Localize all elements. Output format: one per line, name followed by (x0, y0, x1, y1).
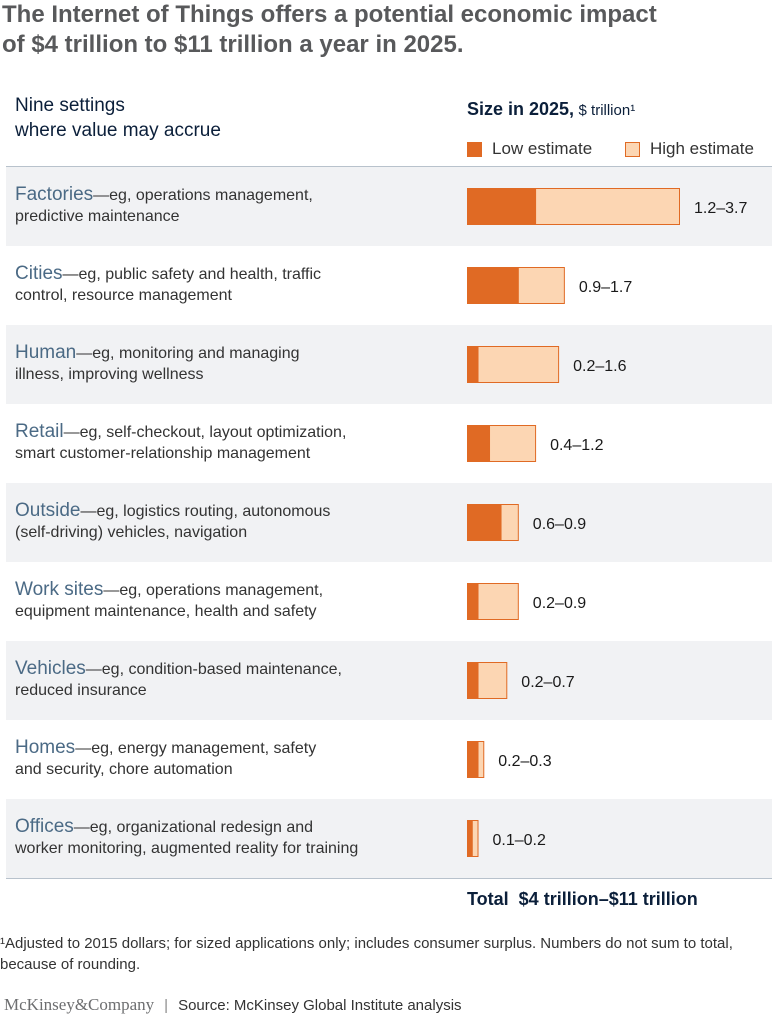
bar-value-label: 0.2–0.9 (533, 595, 586, 612)
setting-row: Work sites—eg, operations management, equ… (6, 562, 772, 641)
setting-description: Cities—eg, public safety and health, tra… (15, 263, 321, 306)
setting-row: Cities—eg, public safety and health, tra… (6, 246, 772, 325)
chart-title: The Internet of Things offers a potentia… (2, 0, 772, 60)
footnote: ¹Adjusted to 2015 dollars; for sized app… (0, 935, 733, 973)
size-header-unit: $ trillion¹ (578, 102, 636, 119)
bar-value-label: 0.2–0.3 (498, 753, 551, 770)
legend-label-high: High estimate (650, 139, 754, 158)
setting-name: Cities (15, 263, 63, 284)
setting-examples-line-1: —eg, energy management, safety (75, 740, 317, 757)
setting-examples-line-1: —eg, logistics routing, autonomous (80, 503, 331, 520)
setting-name: Vehicles (15, 658, 86, 679)
bar-low-estimate (467, 662, 479, 699)
setting-description: Work sites—eg, operations management, equ… (15, 579, 323, 622)
setting-row: Outside—eg, logistics routing, autonomou… (6, 483, 772, 562)
bar-value-label: 0.9–1.7 (579, 279, 632, 296)
setting-examples-line-1: —eg, self-checkout, layout optimization, (63, 424, 347, 441)
setting-row: Vehicles—eg, condition-based maintenance… (6, 641, 772, 720)
bottom-rule (6, 878, 772, 879)
legend-swatch-high (625, 141, 640, 157)
setting-name: Retail (15, 421, 64, 442)
bar-value-label: 0.4–1.2 (550, 437, 603, 454)
setting-name: Work sites (15, 579, 104, 600)
setting-examples-line-2: (self-driving) vehicles, navigation (15, 524, 248, 541)
settings-column-header: Nine settings where value may accrue (15, 93, 221, 143)
setting-description: Factories—eg, operations management, pred… (15, 184, 313, 227)
settings-header-line-1: Nine settings (15, 95, 125, 116)
mckinsey-logo: McKinsey&Company (4, 995, 155, 1014)
setting-examples-line-2: and security, chore automation (15, 761, 233, 778)
bar-value-label: 0.1–0.2 (493, 832, 546, 849)
source-line: McKinsey&Company | Source: McKinsey Global… (4, 995, 462, 1015)
setting-name: Homes (15, 737, 76, 758)
bar-low-estimate (467, 741, 479, 778)
bar-low-estimate (467, 820, 473, 857)
setting-row: Retail—eg, self-checkout, layout optimiz… (6, 404, 772, 483)
bar-low-estimate (467, 188, 537, 225)
setting-examples-line-1: —eg, condition-based maintenance, (85, 661, 342, 678)
setting-description: Homes—eg, energy management, safety and s… (15, 737, 316, 780)
setting-name: Human (15, 342, 77, 363)
setting-description: Human—eg, monitoring and managing illness… (15, 342, 300, 385)
bar-high-estimate (467, 346, 560, 383)
setting-examples-line-1: —eg, monitoring and managing (76, 345, 300, 362)
bar-low-estimate (467, 583, 479, 620)
title-line-1: The Internet of Things offers a potentia… (2, 1, 657, 28)
source-separator: | (164, 997, 169, 1014)
total-line: Total $4 trillion–$11 trillion (467, 889, 698, 910)
bar-low-estimate (467, 504, 502, 541)
total-value: $4 trillion–$11 trillion (518, 889, 698, 909)
setting-examples-line-1: —eg, operations management, (93, 187, 313, 204)
setting-name: Offices (15, 816, 74, 837)
header-rule (6, 166, 772, 167)
bar-value-label: 0.2–1.6 (573, 358, 626, 375)
setting-examples-line-2: equipment maintenance, health and safety (15, 603, 317, 620)
setting-description: Outside—eg, logistics routing, autonomou… (15, 500, 330, 543)
bar-value-label: 1.2–3.7 (694, 200, 747, 217)
setting-examples-line-2: smart customer-relationship management (15, 445, 311, 462)
setting-row: Homes—eg, energy management, safety and s… (6, 720, 772, 799)
setting-examples-line-2: control, resource management (15, 287, 232, 304)
bar-value-label: 0.2–0.7 (521, 674, 574, 691)
size-header-bold: Size in 2025, (467, 99, 575, 119)
total-label: Total (467, 889, 509, 909)
setting-description: Retail—eg, self-checkout, layout optimiz… (15, 421, 346, 464)
setting-examples-line-1: —eg, public safety and health, traffic (62, 266, 322, 283)
source-text: Source: McKinsey Global Institute analys… (178, 997, 462, 1014)
setting-examples-line-1: —eg, organizational redesign and (73, 819, 314, 836)
bar-low-estimate (467, 425, 491, 462)
setting-examples-line-2: illness, improving wellness (15, 366, 204, 383)
size-column-header: Size in 2025, $ trillion¹ (467, 99, 635, 120)
bar-low-estimate (467, 346, 479, 383)
legend-item-high: High estimate (625, 139, 754, 159)
title-line-2: of $4 trillion to $11 trillion a year in… (2, 31, 464, 58)
legend-label-low: Low estimate (492, 139, 593, 158)
setting-description: Vehicles—eg, condition-based maintenance… (15, 658, 342, 701)
setting-examples-line-2: predictive maintenance (15, 208, 180, 225)
setting-name: Outside (15, 500, 81, 521)
setting-description: Offices—eg, organizational redesign and w… (15, 816, 358, 859)
setting-examples-line-2: worker monitoring, augmented reality for… (15, 840, 359, 857)
setting-name: Factories (15, 184, 94, 205)
setting-row: Human—eg, monitoring and managing illness… (6, 325, 772, 404)
setting-examples-line-1: —eg, operations management, (103, 582, 324, 599)
bar-low-estimate (467, 267, 519, 304)
legend-item-low: Low estimate (467, 139, 592, 159)
settings-header-line-2: where value may accrue (15, 120, 221, 141)
bar-value-label: 0.6–0.9 (533, 516, 586, 533)
setting-examples-line-2: reduced insurance (15, 682, 147, 699)
setting-row: Offices—eg, organizational redesign and w… (6, 799, 772, 878)
legend-swatch-low (467, 141, 482, 157)
